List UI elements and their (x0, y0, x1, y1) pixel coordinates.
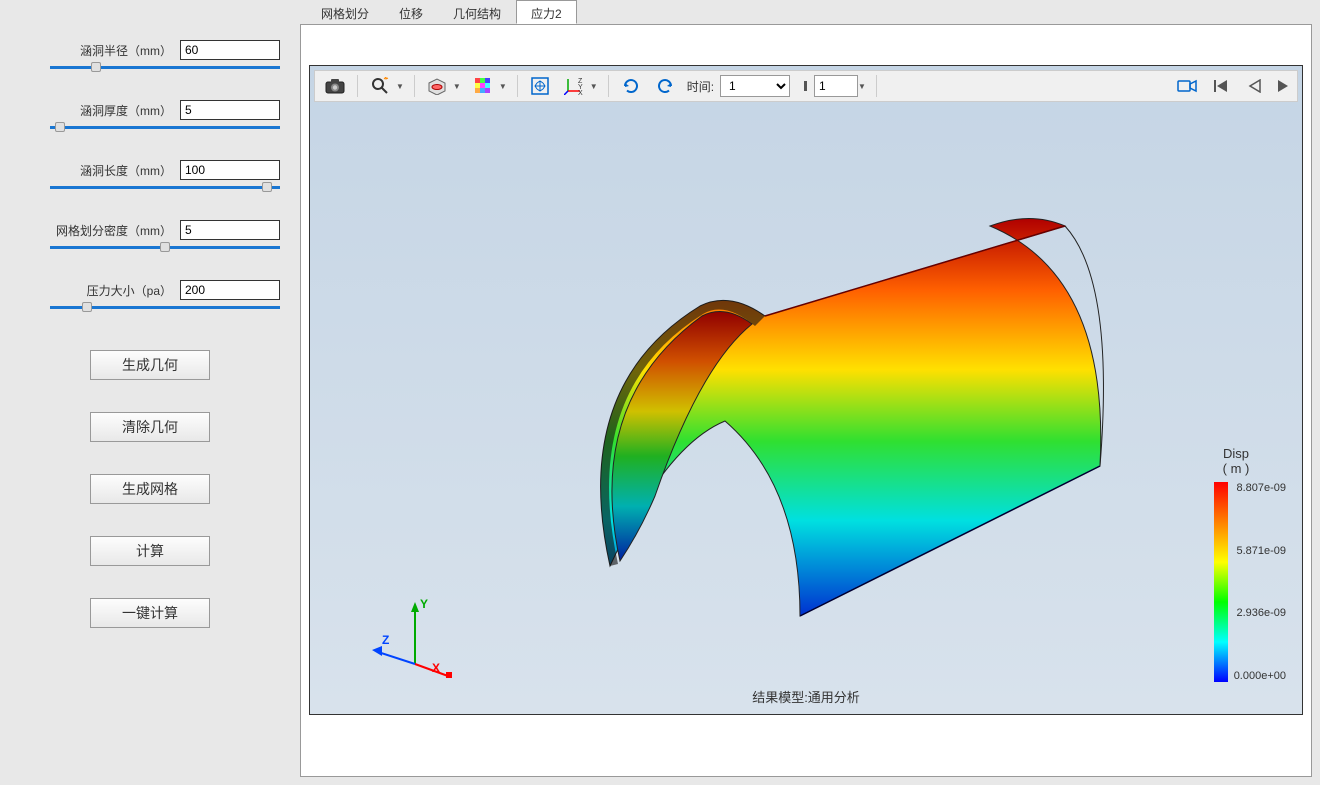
param-input[interactable] (180, 160, 280, 180)
param-label: 网格划分密度（mm） (56, 222, 172, 239)
clear-geometry-button[interactable]: 清除几何 (90, 412, 210, 442)
color-dropdown-icon[interactable]: ▼ (499, 82, 511, 91)
fit-view-icon[interactable] (524, 73, 556, 99)
param-input[interactable] (180, 280, 280, 300)
skip-first-icon[interactable] (1205, 73, 1237, 99)
axis-triad: Y X Z (370, 594, 470, 684)
play-icon[interactable] (1273, 73, 1293, 99)
search-icon[interactable] (364, 73, 396, 99)
generate-mesh-button[interactable]: 生成网格 (90, 474, 210, 504)
svg-text:Y: Y (420, 597, 428, 611)
svg-text:X: X (432, 661, 440, 675)
colorbar: Disp ( m ) (1186, 446, 1286, 682)
param-group: 涵洞半径（mm） (20, 40, 280, 70)
colorbar-tick: 0.000e+00 (1234, 670, 1286, 682)
colorbar-gradient (1214, 482, 1228, 682)
param-slider[interactable] (50, 186, 280, 190)
main-panel: 网格划分位移几何结构应力2 ▼ ▼ (300, 0, 1320, 785)
axis-dropdown-icon[interactable]: ▼ (590, 82, 602, 91)
tab[interactable]: 网格划分 (306, 0, 384, 24)
step-end-icon[interactable] (792, 73, 812, 99)
screenshot-icon[interactable] (319, 73, 351, 99)
tab[interactable]: 应力2 (516, 0, 577, 24)
time-select[interactable]: 1 (720, 75, 790, 97)
colorbar-tick: 5.871e-09 (1234, 545, 1286, 557)
param-group: 压力大小（pa） (20, 280, 280, 310)
param-slider[interactable] (50, 126, 280, 130)
svg-text:Z: Z (382, 633, 389, 647)
frame-input[interactable] (814, 75, 858, 97)
axis-triad-icon[interactable]: ZYX (558, 73, 590, 99)
time-label: 时间: (687, 78, 714, 95)
rotate-cw-icon[interactable] (649, 73, 681, 99)
shell-mesh (490, 186, 1110, 666)
section-view-icon[interactable] (421, 73, 453, 99)
tab[interactable]: 几何结构 (438, 0, 516, 24)
color-cube-icon[interactable] (467, 73, 499, 99)
video-camera-icon[interactable] (1171, 73, 1203, 99)
colorbar-tick: 2.936e-09 (1234, 607, 1286, 619)
param-slider[interactable] (50, 246, 280, 250)
param-input[interactable] (180, 40, 280, 60)
generate-geometry-button[interactable]: 生成几何 (90, 350, 210, 380)
colorbar-title: Disp ( m ) (1186, 446, 1286, 476)
sidebar: 涵洞半径（mm） 涵洞厚度（mm） 涵洞长度（mm） 网格划分密度（mm） (0, 0, 300, 785)
rotate-ccw-icon[interactable] (615, 73, 647, 99)
render-area: Y X Z Disp ( m ) (310, 106, 1302, 714)
param-label: 压力大小（pa） (87, 282, 172, 299)
compute-button[interactable]: 计算 (90, 536, 210, 566)
param-slider[interactable] (50, 306, 280, 310)
param-label: 涵洞长度（mm） (80, 162, 172, 179)
colorbar-tick: 8.807e-09 (1234, 482, 1286, 494)
tab[interactable]: 位移 (384, 0, 438, 24)
param-input[interactable] (180, 100, 280, 120)
viewport-container: ▼ ▼ ▼ (300, 24, 1312, 777)
section-dropdown-icon[interactable]: ▼ (453, 82, 465, 91)
param-group: 涵洞长度（mm） (20, 160, 280, 190)
param-input[interactable] (180, 220, 280, 240)
tabs: 网格划分位移几何结构应力2 (300, 0, 1320, 24)
frame-dropdown-icon[interactable]: ▼ (858, 82, 870, 91)
step-back-icon[interactable] (1239, 73, 1271, 99)
viewport-3d[interactable]: ▼ ▼ ▼ (309, 65, 1303, 715)
param-label: 涵洞厚度（mm） (80, 102, 172, 119)
param-slider[interactable] (50, 66, 280, 70)
result-model-label: 结果模型:通用分析 (752, 687, 860, 706)
viewport-toolbar: ▼ ▼ ▼ (314, 70, 1298, 102)
param-group: 涵洞厚度（mm） (20, 100, 280, 130)
one-click-compute-button[interactable]: 一键计算 (90, 598, 210, 628)
param-group: 网格划分密度（mm） (20, 220, 280, 250)
search-dropdown-icon[interactable]: ▼ (396, 82, 408, 91)
param-label: 涵洞半径（mm） (80, 42, 172, 59)
svg-text:X: X (578, 90, 583, 95)
